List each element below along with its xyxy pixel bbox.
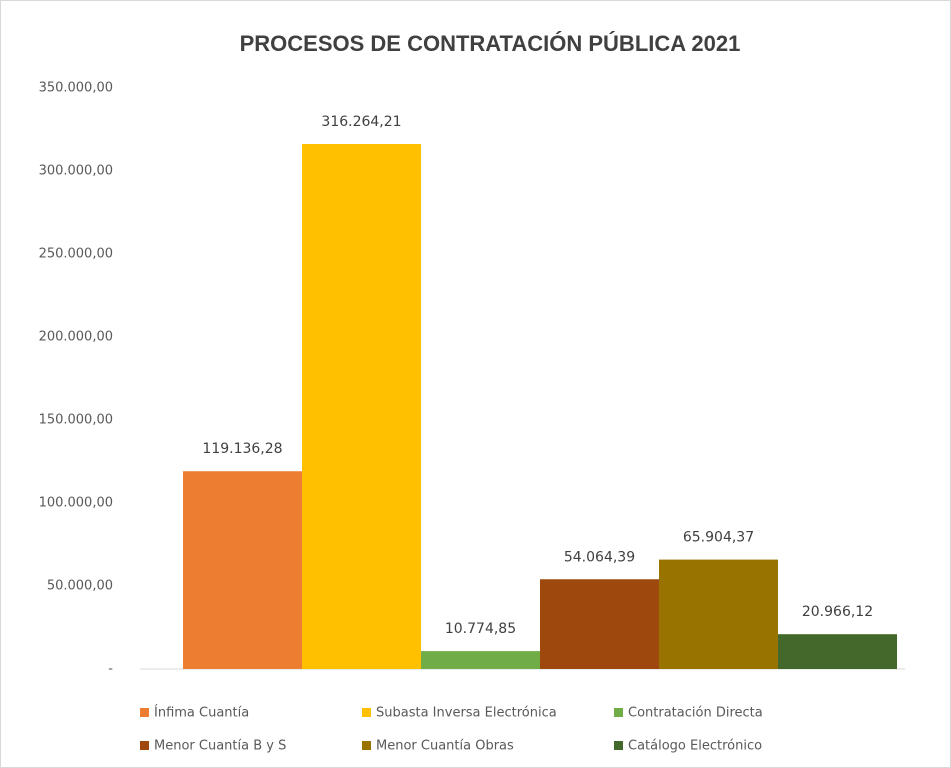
legend-swatch [362, 741, 371, 750]
legend-label: Catálogo Electrónico [628, 739, 762, 754]
value-label: 119.136,28 [202, 441, 282, 457]
bar [302, 144, 421, 669]
legend-swatch [614, 741, 623, 750]
legend-swatch [362, 708, 371, 717]
y-tick-label: 300.000,00 [39, 164, 113, 179]
legend-label: Contratación Directa [628, 706, 763, 721]
legend-label: Menor Cuantía B y S [154, 739, 286, 754]
bar [183, 471, 302, 669]
y-tick-label: 50.000,00 [47, 579, 113, 594]
bar [421, 651, 540, 669]
y-tick-label: 100.000,00 [39, 496, 113, 511]
legend-label: Menor Cuantía Obras [376, 739, 514, 754]
value-label: 10.774,85 [445, 621, 516, 637]
y-tick-label: 150.000,00 [39, 413, 113, 428]
legend-swatch [614, 708, 623, 717]
value-label: 54.064,39 [564, 549, 635, 565]
bar [659, 559, 778, 669]
legend-swatch [140, 741, 149, 750]
bar [540, 579, 659, 669]
legend-swatch [140, 708, 149, 717]
legend-label: Subasta Inversa Electrónica [376, 706, 557, 721]
y-tick-label: 350.000,00 [39, 81, 113, 96]
value-label: 316.264,21 [321, 114, 401, 130]
y-tick-label: - [108, 662, 113, 677]
y-tick-label: 200.000,00 [39, 330, 113, 345]
legend-label: Ínfima Cuantía [154, 705, 249, 721]
value-label: 65.904,37 [683, 530, 754, 546]
chart-title: PROCESOS DE CONTRATACIÓN PÚBLICA 2021 [240, 31, 741, 56]
y-tick-label: 250.000,00 [39, 247, 113, 262]
bar [778, 634, 897, 669]
value-label: 20.966,12 [802, 604, 873, 620]
